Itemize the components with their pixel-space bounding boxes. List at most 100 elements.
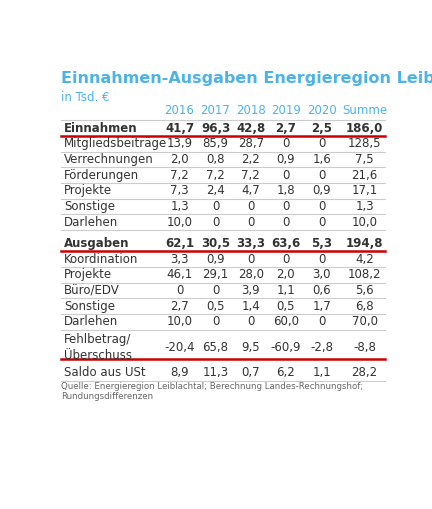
Text: 0: 0 (282, 216, 289, 229)
Text: Projekte: Projekte (64, 184, 112, 197)
Text: 2020: 2020 (307, 104, 337, 117)
Text: 0: 0 (247, 252, 254, 266)
Text: 1,8: 1,8 (276, 184, 295, 197)
Text: 0: 0 (176, 284, 183, 297)
Text: 28,2: 28,2 (352, 366, 378, 379)
Text: 96,3: 96,3 (201, 122, 230, 134)
Text: 0: 0 (318, 200, 326, 213)
Text: Einnahmen: Einnahmen (64, 122, 138, 134)
Text: 0,9: 0,9 (276, 153, 295, 166)
Text: 7,3: 7,3 (170, 184, 189, 197)
Text: 13,9: 13,9 (166, 137, 193, 150)
Text: 128,5: 128,5 (348, 137, 381, 150)
Text: 85,9: 85,9 (203, 137, 229, 150)
Text: 41,7: 41,7 (165, 122, 194, 134)
Text: 0: 0 (247, 216, 254, 229)
Text: 186,0: 186,0 (346, 122, 383, 134)
Text: 0,9: 0,9 (206, 252, 225, 266)
Text: 0,6: 0,6 (312, 284, 331, 297)
Text: 2017: 2017 (200, 104, 231, 117)
Text: 0: 0 (247, 200, 254, 213)
Text: 0: 0 (212, 284, 219, 297)
Text: 0,7: 0,7 (241, 366, 260, 379)
Text: 7,2: 7,2 (206, 168, 225, 182)
Text: 1,1: 1,1 (276, 284, 295, 297)
Text: 0: 0 (318, 315, 326, 328)
Text: 2,4: 2,4 (206, 184, 225, 197)
Text: 2,5: 2,5 (311, 122, 332, 134)
Text: Einnahmen-Ausgaben Energieregion Leiblachtal: Einnahmen-Ausgaben Energieregion Leiblac… (60, 71, 432, 86)
Text: 8,9: 8,9 (170, 366, 189, 379)
Text: 70,0: 70,0 (352, 315, 378, 328)
Text: Koordination: Koordination (64, 252, 138, 266)
Text: Sonstige: Sonstige (64, 299, 115, 313)
Text: Sonstige: Sonstige (64, 200, 115, 213)
Text: Quelle: Energieregion Leiblachtal; Berechnung Landes-Rechnungshof; Rundungsdiffe: Quelle: Energieregion Leiblachtal; Berec… (60, 382, 363, 402)
Text: Fehlbetrag/
Überschuss: Fehlbetrag/ Überschuss (64, 333, 132, 362)
Text: 0: 0 (318, 216, 326, 229)
Text: 0: 0 (318, 137, 326, 150)
Text: 62,1: 62,1 (165, 237, 194, 250)
Text: 0,8: 0,8 (206, 153, 225, 166)
Text: 0: 0 (318, 168, 326, 182)
Text: 10,0: 10,0 (352, 216, 378, 229)
Text: 1,3: 1,3 (170, 200, 189, 213)
Text: 3,3: 3,3 (170, 252, 189, 266)
Text: 2019: 2019 (271, 104, 301, 117)
Text: Förderungen: Förderungen (64, 168, 139, 182)
Text: Darlehen: Darlehen (64, 315, 118, 328)
Text: 7,2: 7,2 (241, 168, 260, 182)
Text: 10,0: 10,0 (167, 315, 193, 328)
Text: 0,5: 0,5 (206, 299, 225, 313)
Text: 6,2: 6,2 (276, 366, 295, 379)
Text: 2,7: 2,7 (276, 122, 296, 134)
Text: 2,0: 2,0 (170, 153, 189, 166)
Text: 2016: 2016 (165, 104, 194, 117)
Text: 194,8: 194,8 (346, 237, 383, 250)
Text: 6,8: 6,8 (355, 299, 374, 313)
Text: -8,8: -8,8 (353, 341, 376, 354)
Text: 2018: 2018 (236, 104, 266, 117)
Text: 5,6: 5,6 (355, 284, 374, 297)
Text: -60,9: -60,9 (270, 341, 301, 354)
Text: 2,2: 2,2 (241, 153, 260, 166)
Text: 42,8: 42,8 (236, 122, 265, 134)
Text: 0,5: 0,5 (276, 299, 295, 313)
Text: 0: 0 (318, 252, 326, 266)
Text: -2,8: -2,8 (310, 341, 334, 354)
Text: 2,7: 2,7 (170, 299, 189, 313)
Text: 0: 0 (212, 216, 219, 229)
Text: 9,5: 9,5 (241, 341, 260, 354)
Text: 4,2: 4,2 (355, 252, 374, 266)
Text: Projekte: Projekte (64, 268, 112, 281)
Text: 0: 0 (282, 252, 289, 266)
Text: 3,9: 3,9 (241, 284, 260, 297)
Text: Verrechnungen: Verrechnungen (64, 153, 154, 166)
Text: 1,4: 1,4 (241, 299, 260, 313)
Text: Mitgliedsbeiträge: Mitgliedsbeiträge (64, 137, 167, 150)
Text: 0: 0 (282, 168, 289, 182)
Text: 29,1: 29,1 (203, 268, 229, 281)
Text: 7,5: 7,5 (355, 153, 374, 166)
Text: 7,2: 7,2 (170, 168, 189, 182)
Text: 10,0: 10,0 (167, 216, 193, 229)
Text: 1,1: 1,1 (312, 366, 331, 379)
Text: 2,0: 2,0 (276, 268, 295, 281)
Text: 28,0: 28,0 (238, 268, 264, 281)
Text: 17,1: 17,1 (351, 184, 378, 197)
Text: 1,7: 1,7 (312, 299, 331, 313)
Text: Ausgaben: Ausgaben (64, 237, 130, 250)
Text: 0: 0 (282, 137, 289, 150)
Text: in Tsd. €: in Tsd. € (60, 91, 109, 104)
Text: Büro/EDV: Büro/EDV (64, 284, 120, 297)
Text: 1,6: 1,6 (312, 153, 331, 166)
Text: 0: 0 (212, 200, 219, 213)
Text: Summe: Summe (342, 104, 387, 117)
Text: 28,7: 28,7 (238, 137, 264, 150)
Text: 1,3: 1,3 (355, 200, 374, 213)
Text: 46,1: 46,1 (166, 268, 193, 281)
Text: -20,4: -20,4 (164, 341, 195, 354)
Text: 63,6: 63,6 (271, 237, 301, 250)
Text: 5,3: 5,3 (311, 237, 332, 250)
Text: Darlehen: Darlehen (64, 216, 118, 229)
